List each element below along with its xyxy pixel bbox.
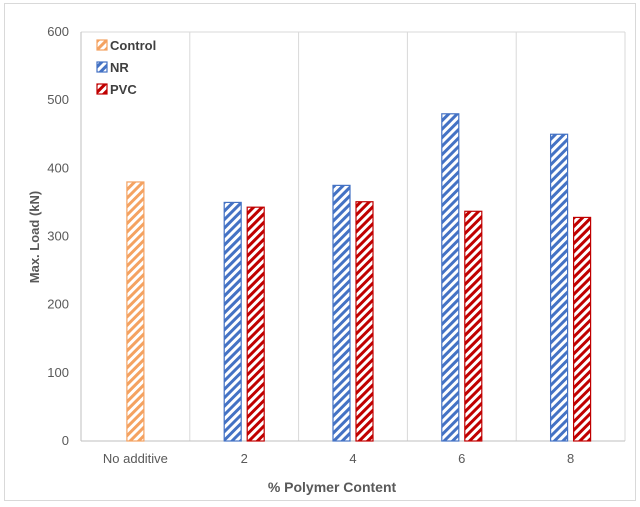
legend-swatch xyxy=(96,61,108,73)
bar-pvc xyxy=(464,210,483,442)
grid-lines xyxy=(81,31,626,441)
x-tick-label: 4 xyxy=(349,451,356,466)
bar-chart: 0 100 200 300 400 500 600 No additive 2 4 6 8 Contr… xyxy=(27,24,626,495)
x-tick-label: No additive xyxy=(103,451,168,466)
bar-control xyxy=(126,181,145,442)
bar-nr xyxy=(223,201,242,442)
y-tick-label: 200 xyxy=(47,297,69,312)
x-tick-label: 6 xyxy=(458,451,465,466)
y-tick-label: 400 xyxy=(47,160,69,175)
x-tick-label: 8 xyxy=(567,451,574,466)
y-tick-label: 100 xyxy=(47,365,69,380)
y-tick-label: 300 xyxy=(47,229,69,244)
bar-nr xyxy=(549,133,569,442)
bar-pvc xyxy=(246,206,265,442)
chart-frame: 0 100 200 300 400 500 600 No additive 2 4 6 8 Contr… xyxy=(4,3,636,501)
bar-pvc xyxy=(572,216,592,442)
axes xyxy=(80,32,625,442)
y-tick-label: 600 xyxy=(47,24,69,39)
bar-nr xyxy=(332,184,351,442)
legend-swatch xyxy=(96,83,108,95)
legend-swatch xyxy=(96,39,108,51)
legend-label: PVC xyxy=(110,82,137,97)
y-tick-label: 0 xyxy=(62,433,69,448)
bars xyxy=(126,113,592,442)
bar-nr xyxy=(441,113,460,442)
legend: Control NR PVC xyxy=(96,38,156,97)
tick-labels: 0 100 200 300 400 500 600 No additive 2 4 6 8 xyxy=(47,24,574,466)
y-axis-title: Max. Load (kN) xyxy=(27,191,42,283)
legend-label: NR xyxy=(110,60,129,75)
legend-label: Control xyxy=(110,38,156,53)
x-tick-label: 2 xyxy=(241,451,248,466)
x-axis-title: % Polymer Content xyxy=(268,479,397,495)
y-tick-label: 500 xyxy=(47,92,69,107)
bar-pvc xyxy=(355,201,374,442)
